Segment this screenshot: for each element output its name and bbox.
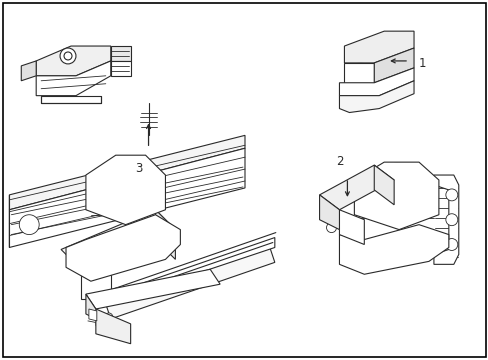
Polygon shape — [111, 46, 130, 61]
Polygon shape — [96, 309, 130, 344]
Polygon shape — [433, 175, 458, 264]
Circle shape — [326, 223, 336, 233]
Circle shape — [445, 239, 457, 251]
Circle shape — [116, 168, 135, 188]
Polygon shape — [344, 63, 373, 83]
Circle shape — [96, 317, 109, 331]
Circle shape — [391, 178, 401, 188]
Circle shape — [386, 173, 406, 193]
Polygon shape — [9, 148, 244, 247]
Polygon shape — [373, 165, 393, 205]
Circle shape — [341, 230, 351, 239]
Polygon shape — [319, 165, 393, 210]
Polygon shape — [41, 96, 101, 103]
Polygon shape — [339, 210, 364, 244]
Polygon shape — [21, 61, 36, 81]
Circle shape — [60, 48, 76, 64]
Polygon shape — [354, 162, 438, 230]
Polygon shape — [344, 31, 413, 63]
Polygon shape — [89, 309, 97, 321]
Polygon shape — [66, 215, 180, 281]
Polygon shape — [111, 61, 130, 76]
Polygon shape — [339, 225, 448, 274]
Circle shape — [105, 158, 145, 198]
Circle shape — [324, 213, 334, 223]
Polygon shape — [339, 81, 413, 113]
Polygon shape — [105, 238, 274, 304]
Polygon shape — [36, 61, 111, 96]
Circle shape — [104, 313, 113, 321]
Polygon shape — [105, 247, 274, 319]
Circle shape — [121, 173, 130, 183]
Polygon shape — [155, 210, 175, 260]
Polygon shape — [61, 210, 175, 269]
Text: 2: 2 — [335, 155, 343, 168]
Polygon shape — [9, 135, 244, 210]
Text: 1: 1 — [418, 57, 426, 71]
Circle shape — [376, 163, 416, 203]
Circle shape — [19, 215, 39, 235]
Polygon shape — [373, 48, 413, 83]
Circle shape — [112, 322, 125, 336]
Circle shape — [64, 52, 72, 60]
Circle shape — [445, 214, 457, 226]
Text: 3: 3 — [135, 162, 142, 175]
Polygon shape — [86, 294, 96, 319]
Polygon shape — [81, 269, 111, 299]
Polygon shape — [86, 155, 165, 225]
Polygon shape — [319, 195, 339, 230]
Polygon shape — [36, 46, 111, 76]
Polygon shape — [86, 269, 220, 309]
Circle shape — [445, 189, 457, 201]
Circle shape — [339, 220, 349, 230]
Polygon shape — [339, 68, 413, 96]
